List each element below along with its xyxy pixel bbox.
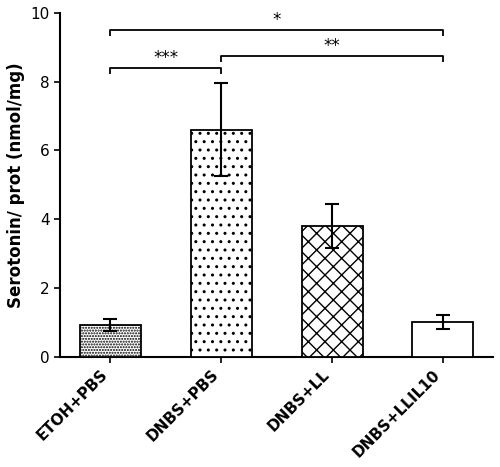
Text: ***: *** <box>153 49 178 67</box>
Bar <box>302 226 362 357</box>
Bar <box>412 322 474 357</box>
Bar <box>190 130 252 357</box>
Text: **: ** <box>324 37 340 55</box>
Y-axis label: Serotonin/ prot (nmol/mg): Serotonin/ prot (nmol/mg) <box>7 62 25 308</box>
Bar <box>80 325 141 357</box>
Text: *: * <box>272 11 281 29</box>
